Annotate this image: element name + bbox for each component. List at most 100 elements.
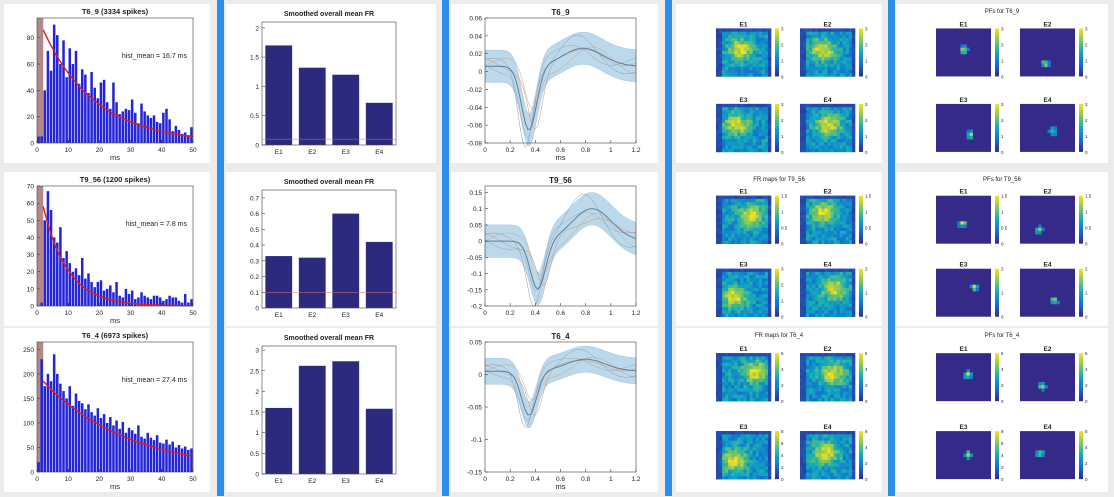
map-cell xyxy=(815,440,819,445)
map-cell xyxy=(800,145,804,150)
map-cell xyxy=(815,44,819,48)
map-cell xyxy=(746,463,750,467)
map-cell xyxy=(716,388,720,392)
map-cell xyxy=(803,240,807,245)
map-cell xyxy=(740,28,744,32)
map-cell xyxy=(809,237,813,241)
map-cell xyxy=(719,116,723,121)
map-cell xyxy=(812,365,816,370)
map-cell xyxy=(758,385,763,389)
map-cell xyxy=(749,281,753,286)
place-field-panel: PFs for T6_4 E1 6 4 2 0 E2 6 4 2 0 E3 8 6 4 2 0 E4 6 4 2 0 xyxy=(896,328,1108,492)
map-cell xyxy=(731,221,735,225)
map-cell xyxy=(824,208,828,213)
map-cell xyxy=(824,291,828,295)
map-cell xyxy=(848,66,853,71)
map-cell xyxy=(752,47,757,52)
map-cell xyxy=(734,224,738,229)
map-cell xyxy=(755,297,760,302)
column-separator xyxy=(665,0,672,496)
map-cell xyxy=(812,50,816,55)
map-cell xyxy=(809,47,813,52)
map-cell xyxy=(737,113,741,118)
map-cell xyxy=(836,103,841,108)
map-cell xyxy=(719,103,723,108)
map-cell xyxy=(836,297,841,302)
map-cell xyxy=(743,34,747,39)
map-cell xyxy=(800,287,804,292)
colorbar-tick-label: 2 xyxy=(1085,267,1088,272)
map-cell xyxy=(806,41,810,45)
colorbar-tick-label: 0 xyxy=(865,150,868,155)
map-cell xyxy=(851,41,856,45)
colorbar-tick-label: 0 xyxy=(781,150,784,155)
map-cell xyxy=(845,60,850,64)
map-cell xyxy=(743,116,747,121)
map-cell xyxy=(821,227,825,232)
map-cell xyxy=(818,456,822,461)
map-cell xyxy=(725,34,729,39)
map-cell xyxy=(740,459,744,464)
map-cell xyxy=(725,466,729,470)
map-cell xyxy=(1041,450,1045,454)
map-cell xyxy=(833,440,837,445)
map-cell xyxy=(761,359,766,364)
map-cell xyxy=(752,475,757,480)
map-cell xyxy=(767,70,772,74)
map-cell xyxy=(746,41,750,45)
map-cell xyxy=(761,224,766,229)
map-cell xyxy=(833,307,837,311)
map-cell xyxy=(758,291,763,295)
map-cell xyxy=(746,287,750,292)
map-cell xyxy=(818,475,822,480)
map-cell xyxy=(830,275,834,279)
x-tick-label: 1 xyxy=(609,310,613,317)
map-cell xyxy=(821,132,825,137)
map-cell xyxy=(725,237,729,241)
map-cell xyxy=(737,281,741,286)
map-cell xyxy=(812,107,816,111)
map-cell xyxy=(824,135,828,140)
map-cell xyxy=(758,469,763,474)
map-cell xyxy=(755,63,760,68)
map-cell xyxy=(851,142,856,146)
map-cell xyxy=(719,271,723,276)
map-cell xyxy=(731,107,735,111)
map-cell xyxy=(731,208,735,213)
map-cell xyxy=(719,278,723,282)
map-cell xyxy=(740,353,744,357)
rate-map-3 xyxy=(716,103,772,153)
colorbar-tick-label: 1 xyxy=(1085,134,1088,139)
map-cell xyxy=(740,397,744,402)
map-cell xyxy=(752,353,757,357)
place-field-panel-svg: PFs for T9_56E11.510.50E21.510.50E3210E4… xyxy=(936,177,1092,320)
map-cell xyxy=(851,453,856,458)
colorbar-tick-label: 3 xyxy=(781,267,784,272)
map-cell xyxy=(803,369,807,373)
map-cell xyxy=(824,221,828,225)
map-cell xyxy=(809,459,813,464)
map-cell xyxy=(818,447,822,451)
map-cell xyxy=(815,310,819,314)
map-cell xyxy=(737,34,741,39)
map-cell xyxy=(731,135,735,140)
map-cell xyxy=(842,34,847,39)
map-cell xyxy=(716,126,720,130)
map-cell xyxy=(839,38,844,42)
histogram-bar xyxy=(59,383,62,472)
map-cell xyxy=(812,388,816,392)
map-cell xyxy=(749,116,753,121)
map-cell xyxy=(746,205,750,209)
map-cell xyxy=(809,224,813,229)
map-cell xyxy=(815,237,819,241)
map-cell xyxy=(830,313,834,318)
histogram-bar xyxy=(59,227,62,306)
colorbar-tick-label: 6 xyxy=(781,351,784,356)
map-cell xyxy=(761,475,766,480)
map-cell xyxy=(755,208,760,213)
map-cell xyxy=(803,119,807,124)
map-cell xyxy=(800,135,804,140)
map-cell xyxy=(761,447,766,451)
histogram-bar xyxy=(180,448,184,472)
map-cell xyxy=(818,397,822,402)
